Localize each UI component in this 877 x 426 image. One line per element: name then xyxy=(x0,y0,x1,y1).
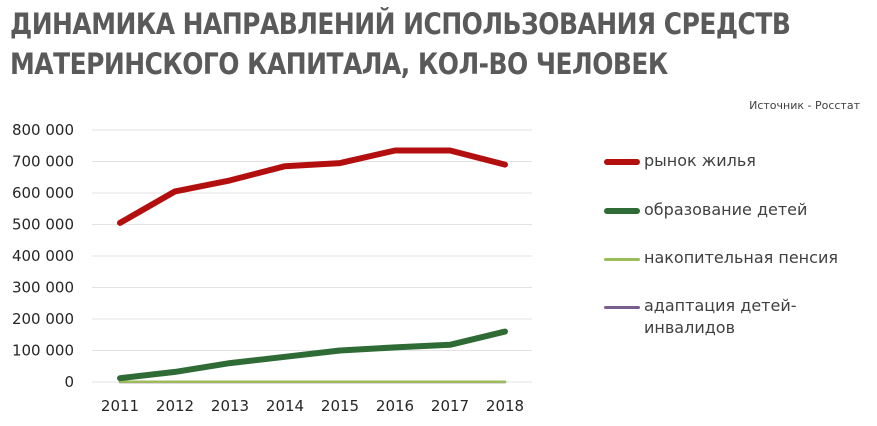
gridlines xyxy=(92,129,532,383)
x-tick-label: 2015 xyxy=(321,397,359,415)
x-tick-label: 2012 xyxy=(156,397,194,415)
legend-item: рынок жилья xyxy=(604,150,874,172)
legend-item: адаптация детей-инвалидов xyxy=(604,295,874,339)
chart-title-line-2: МАТЕРИНСКОГО КАПИТАЛА, КОЛ-ВО ЧЕЛОВЕК xyxy=(10,47,668,81)
source-note: Источник - Росстат xyxy=(749,99,860,112)
x-tick-label: 2011 xyxy=(101,397,139,415)
x-axis-ticks: 2011 2012 2013 2014 2015 2016 2017 2018 xyxy=(101,397,524,415)
y-tick-label: 500 000 xyxy=(12,216,74,234)
legend-label: адаптация детей-инвалидов xyxy=(644,296,797,337)
y-tick-label: 800 000 xyxy=(12,121,74,139)
legend-item: образование детей xyxy=(604,199,874,221)
legend-swatch xyxy=(604,159,640,165)
series-line xyxy=(117,147,508,226)
y-tick-label: 400 000 xyxy=(12,247,74,265)
series-lines xyxy=(117,147,508,384)
y-tick-label: 0 xyxy=(64,373,74,391)
series-line xyxy=(117,328,508,382)
y-tick-label: 600 000 xyxy=(12,184,74,202)
legend-label: накопительная пенсия xyxy=(644,248,838,267)
legend-label: рынок жилья xyxy=(644,151,756,170)
legend-swatch xyxy=(604,208,640,214)
y-tick-label: 100 000 xyxy=(12,342,74,360)
y-tick-label: 300 000 xyxy=(12,279,74,297)
x-tick-label: 2017 xyxy=(431,397,469,415)
x-tick-label: 2018 xyxy=(486,397,524,415)
chart-title-line-1: ДИНАМИКА НАПРАВЛЕНИЙ ИСПОЛЬЗОВАНИЯ СРЕДС… xyxy=(10,7,791,41)
legend-swatch xyxy=(604,306,640,309)
x-tick-label: 2013 xyxy=(211,397,249,415)
y-tick-label: 700 000 xyxy=(12,153,74,171)
y-tick-label: 200 000 xyxy=(12,310,74,328)
chart-title: ДИНАМИКА НАПРАВЛЕНИЙ ИСПОЛЬЗОВАНИЯ СРЕДС… xyxy=(10,4,791,84)
x-tick-label: 2014 xyxy=(266,397,304,415)
legend-label: образование детей xyxy=(644,200,808,219)
legend-swatch xyxy=(604,258,640,261)
x-tick-label: 2016 xyxy=(376,397,414,415)
y-axis-ticks: 0 100 000 200 000 300 000 400 000 500 000 600 … xyxy=(12,121,74,391)
legend-item: накопительная пенсия xyxy=(604,247,874,269)
